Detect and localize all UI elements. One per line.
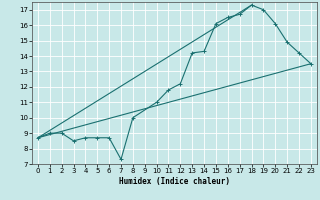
X-axis label: Humidex (Indice chaleur): Humidex (Indice chaleur) xyxy=(119,177,230,186)
